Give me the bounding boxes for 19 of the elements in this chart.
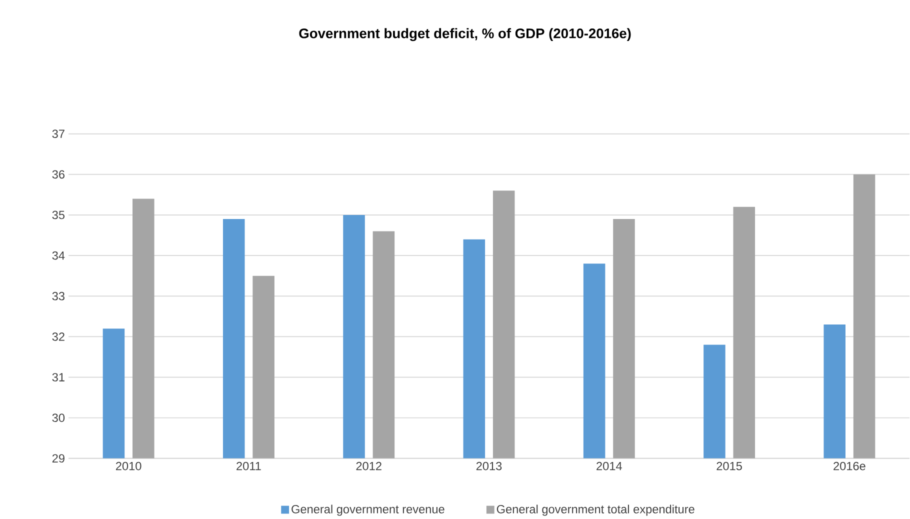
y-tick-label: 29 [52, 454, 64, 463]
x-tick-label: 2013 [476, 462, 502, 470]
y-tick-label: 31 [52, 373, 64, 382]
y-tick-label: 32 [52, 332, 64, 341]
y-tick-label: 34 [52, 252, 65, 260]
legend-label: General government revenue [292, 504, 444, 516]
legend-label: General government total expenditure [496, 504, 694, 516]
x-tick-label: 2010 [116, 462, 142, 470]
chart-title: Government budget deficit, % of GDP (2010-2016e) [299, 28, 631, 42]
y-tick-label: 30 [52, 414, 65, 422]
y-tick-label: 33 [52, 292, 64, 300]
y-tick-label: 35 [52, 210, 64, 220]
y-tick-label: 37 [52, 130, 64, 138]
x-tick-label: 2016e [834, 462, 866, 470]
x-tick-label: 2014 [596, 462, 622, 470]
y-tick-label: 36 [52, 170, 64, 179]
x-tick-label: 2011 [236, 462, 261, 470]
x-tick-label: 2012 [356, 462, 382, 470]
x-tick-label: 2015 [716, 462, 742, 470]
